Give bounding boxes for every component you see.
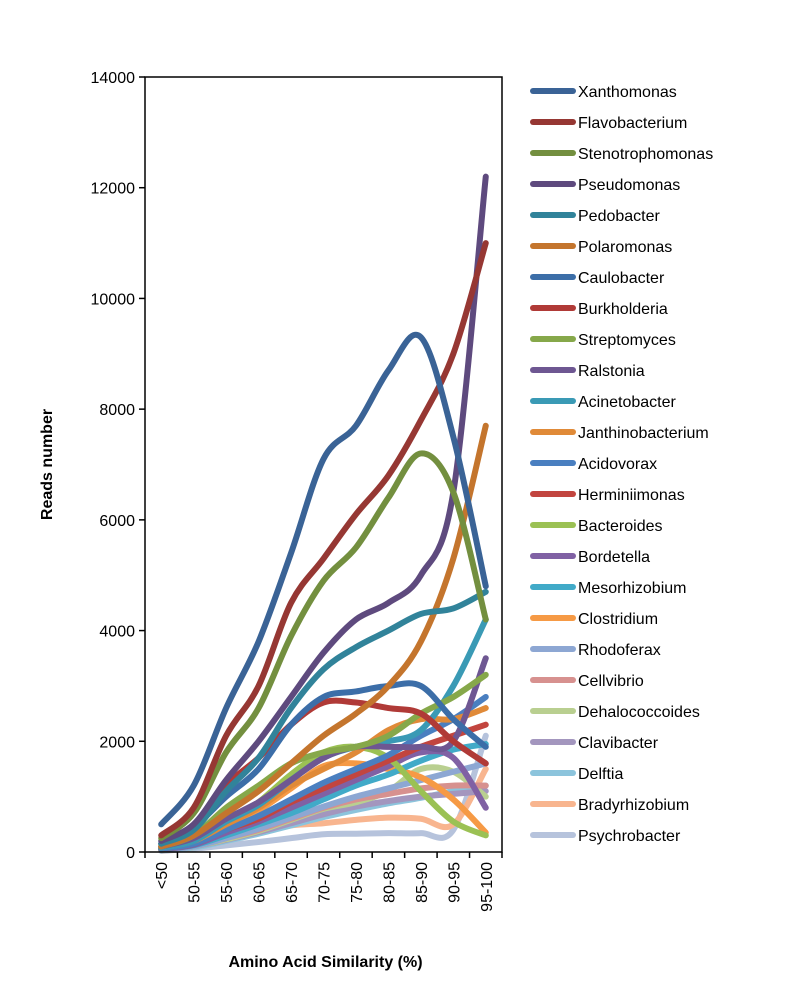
series-line-pedobacter bbox=[158, 588, 489, 847]
legend-label-bacteroides: Bacteroides bbox=[578, 518, 663, 535]
y-tick-label: 8000 bbox=[99, 402, 135, 419]
legend-label-pedobacter: Pedobacter bbox=[578, 208, 661, 225]
y-tick-label: 2000 bbox=[99, 734, 135, 751]
x-tick-label: 85-90 bbox=[414, 862, 431, 903]
legend-label-pseudomonas: Pseudomonas bbox=[578, 177, 680, 194]
x-tick-label: <50 bbox=[154, 862, 171, 889]
legend: Xanthomonas Flavobacterium Stenotrophomona… bbox=[530, 84, 713, 845]
legend-label-bradyrhizobium: Bradyrhizobium bbox=[578, 797, 689, 814]
legend-label-herminiimonas: Herminiimonas bbox=[578, 487, 685, 504]
legend-label-caulobacter: Caulobacter bbox=[578, 270, 665, 287]
legend-label-stenotrophomonas: Stenotrophomonas bbox=[578, 146, 713, 163]
y-tick-label: 6000 bbox=[99, 513, 135, 530]
plot-area-frame bbox=[144, 76, 503, 853]
legend-label-bordetella: Bordetella bbox=[578, 549, 650, 566]
series-line-xanthomonas bbox=[158, 331, 489, 828]
legend-label-ralstonia: Ralstonia bbox=[578, 363, 645, 380]
x-tick-label: 65-70 bbox=[284, 862, 301, 903]
legend-label-acidovorax: Acidovorax bbox=[578, 456, 657, 473]
x-tick-label: 75-80 bbox=[349, 862, 366, 903]
legend-label-cellvibrio: Cellvibrio bbox=[578, 673, 644, 690]
x-axis-title: Amino Acid Similarity (%) bbox=[228, 954, 422, 971]
x-tick-label: 70-75 bbox=[317, 862, 334, 903]
series-line-stenotrophomonas bbox=[158, 450, 489, 842]
legend-label-psychrobacter: Psychrobacter bbox=[578, 828, 681, 845]
series-line-polaromonas bbox=[158, 422, 489, 850]
legend-label-burkholderia: Burkholderia bbox=[578, 301, 668, 318]
legend-label-delftia: Delftia bbox=[578, 766, 623, 783]
legend-label-clavibacter: Clavibacter bbox=[578, 735, 659, 752]
y-tick-label: 12000 bbox=[91, 181, 136, 198]
y-axis-title: Reads number bbox=[39, 409, 56, 520]
x-tick-label: 95-100 bbox=[479, 862, 496, 912]
series-line-psychrobacter bbox=[158, 732, 489, 854]
y-tick-label: 0 bbox=[126, 845, 135, 862]
legend-label-flavobacterium: Flavobacterium bbox=[578, 115, 687, 132]
legend-label-rhodoferax: Rhodoferax bbox=[578, 642, 661, 659]
legend-label-dehalococcoides: Dehalococcoides bbox=[578, 704, 700, 721]
legend-label-clostridium: Clostridium bbox=[578, 611, 658, 628]
x-tick-label: 55-60 bbox=[219, 862, 236, 903]
x-axis: <50 50-55 55-60 60-65 65-70 70-75 75-80 80-85 85… bbox=[144, 852, 503, 912]
y-tick-label: 10000 bbox=[91, 291, 136, 308]
legend-label-streptomyces: Streptomyces bbox=[578, 332, 676, 349]
series-line-streptomyces bbox=[158, 671, 489, 850]
series-line-ralstonia bbox=[158, 655, 489, 850]
x-tick-label: 50-55 bbox=[187, 862, 204, 903]
x-tick-label: 90-95 bbox=[446, 862, 463, 903]
legend-label-polaromonas: Polaromonas bbox=[578, 239, 672, 256]
legend-label-mesorhizobium: Mesorhizobium bbox=[578, 580, 686, 597]
legend-label-acinetobacter: Acinetobacter bbox=[578, 394, 677, 411]
y-tick-label: 4000 bbox=[99, 624, 135, 641]
plot-lines bbox=[158, 173, 489, 854]
x-tick-label: 60-65 bbox=[252, 862, 269, 903]
x-tick-label: 80-85 bbox=[381, 862, 398, 903]
legend-label-janthinobacterium: Janthinobacterium bbox=[578, 425, 709, 442]
y-tick-label: 14000 bbox=[91, 70, 136, 87]
legend-label-xanthomonas: Xanthomonas bbox=[578, 84, 677, 101]
series-line-acidovorax bbox=[158, 694, 489, 852]
y-axis: 0 2000 4000 6000 8000 10000 12000 14000 bbox=[91, 70, 145, 862]
